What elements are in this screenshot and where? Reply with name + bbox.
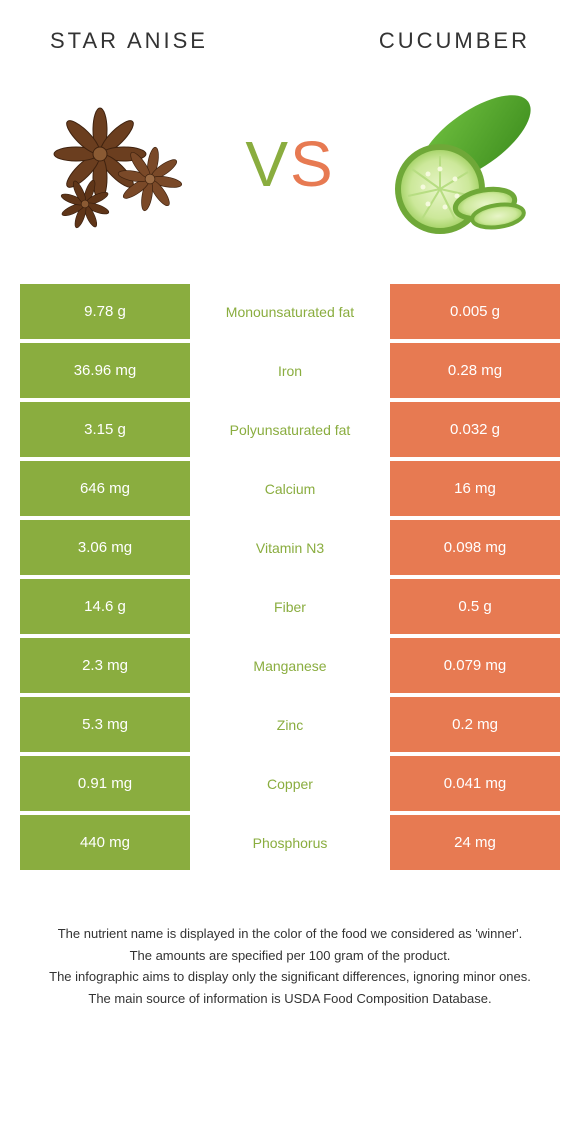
nutrient-row: 3.15 gPolyunsaturated fat0.032 g bbox=[20, 402, 560, 457]
left-value: 3.06 mg bbox=[20, 520, 190, 575]
nutrient-row: 646 mgCalcium16 mg bbox=[20, 461, 560, 516]
vs-s: S bbox=[290, 128, 335, 200]
nutrient-label: Vitamin N3 bbox=[190, 520, 390, 575]
right-value: 0.079 mg bbox=[390, 638, 560, 693]
star-anise-image bbox=[40, 84, 200, 244]
footer-line: The nutrient name is displayed in the co… bbox=[30, 924, 550, 944]
nutrient-row: 14.6 gFiber0.5 g bbox=[20, 579, 560, 634]
nutrient-table: 9.78 gMonounsaturated fat0.005 g36.96 mg… bbox=[0, 284, 580, 870]
right-value: 0.005 g bbox=[390, 284, 560, 339]
left-value: 5.3 mg bbox=[20, 697, 190, 752]
footer-line: The infographic aims to display only the… bbox=[30, 967, 550, 987]
nutrient-label: Copper bbox=[190, 756, 390, 811]
right-value: 0.28 mg bbox=[390, 343, 560, 398]
right-value: 16 mg bbox=[390, 461, 560, 516]
right-value: 0.2 mg bbox=[390, 697, 560, 752]
nutrient-label: Monounsaturated fat bbox=[190, 284, 390, 339]
nutrient-row: 36.96 mgIron0.28 mg bbox=[20, 343, 560, 398]
nutrient-row: 3.06 mgVitamin N30.098 mg bbox=[20, 520, 560, 575]
right-value: 0.032 g bbox=[390, 402, 560, 457]
footer-line: The amounts are specified per 100 gram o… bbox=[30, 946, 550, 966]
images-row: VS bbox=[0, 54, 580, 284]
nutrient-label: Fiber bbox=[190, 579, 390, 634]
left-value: 9.78 g bbox=[20, 284, 190, 339]
nutrient-label: Zinc bbox=[190, 697, 390, 752]
footer-notes: The nutrient name is displayed in the co… bbox=[0, 874, 580, 1030]
left-value: 14.6 g bbox=[20, 579, 190, 634]
header: STAR ANISE CUCUMBER bbox=[0, 0, 580, 54]
nutrient-label: Iron bbox=[190, 343, 390, 398]
nutrient-row: 0.91 mgCopper0.041 mg bbox=[20, 756, 560, 811]
right-value: 24 mg bbox=[390, 815, 560, 870]
nutrient-row: 9.78 gMonounsaturated fat0.005 g bbox=[20, 284, 560, 339]
left-value: 2.3 mg bbox=[20, 638, 190, 693]
nutrient-label: Calcium bbox=[190, 461, 390, 516]
footer-line: The main source of information is USDA F… bbox=[30, 989, 550, 1009]
vs-label: VS bbox=[245, 127, 334, 201]
vs-v: V bbox=[245, 128, 290, 200]
left-value: 0.91 mg bbox=[20, 756, 190, 811]
left-value: 440 mg bbox=[20, 815, 190, 870]
right-value: 0.041 mg bbox=[390, 756, 560, 811]
cucumber-image bbox=[380, 84, 540, 244]
right-food-title: CUCUMBER bbox=[379, 28, 530, 54]
right-value: 0.5 g bbox=[390, 579, 560, 634]
left-value: 36.96 mg bbox=[20, 343, 190, 398]
nutrient-label: Polyunsaturated fat bbox=[190, 402, 390, 457]
nutrient-row: 440 mgPhosphorus24 mg bbox=[20, 815, 560, 870]
left-value: 3.15 g bbox=[20, 402, 190, 457]
left-value: 646 mg bbox=[20, 461, 190, 516]
left-food-title: STAR ANISE bbox=[50, 28, 208, 54]
nutrient-row: 2.3 mgManganese0.079 mg bbox=[20, 638, 560, 693]
right-value: 0.098 mg bbox=[390, 520, 560, 575]
nutrient-label: Phosphorus bbox=[190, 815, 390, 870]
nutrient-row: 5.3 mgZinc0.2 mg bbox=[20, 697, 560, 752]
nutrient-label: Manganese bbox=[190, 638, 390, 693]
